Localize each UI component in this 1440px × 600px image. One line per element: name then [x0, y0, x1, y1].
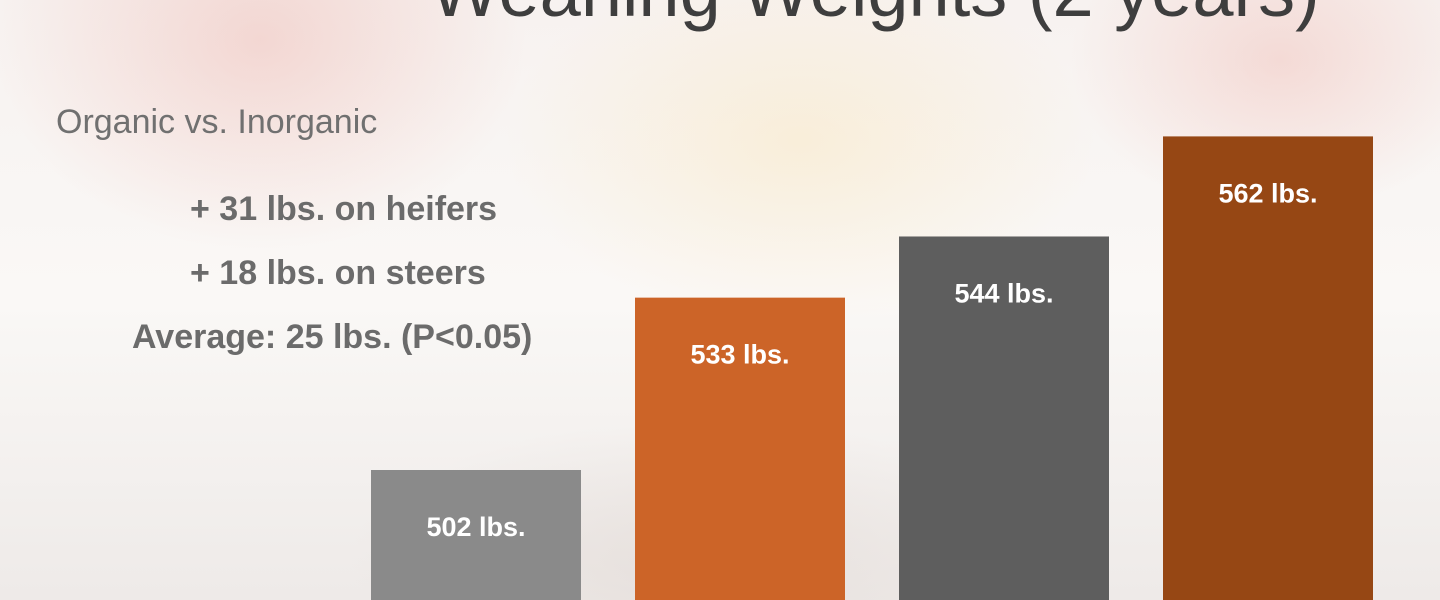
bar-4 [1163, 136, 1373, 600]
bar-value-label-1: 502 lbs. [426, 512, 525, 542]
heifers-note: + 31 lbs. on heifers [190, 190, 498, 228]
bar-value-label-2: 533 lbs. [690, 340, 789, 370]
steers-note: + 18 lbs. on steers [190, 254, 486, 292]
bar-value-label-3: 544 lbs. [954, 278, 1053, 308]
bar-2 [635, 297, 845, 600]
chart-subtitle: Organic vs. Inorganic [56, 103, 378, 141]
bar-value-label-4: 562 lbs. [1218, 178, 1317, 208]
bar-1 [371, 470, 581, 600]
chart-title: Weaning Weights (2 years) [430, 0, 1390, 33]
average-note: Average: 25 lbs. (P<0.05) [132, 318, 533, 356]
bar-3 [899, 236, 1109, 600]
